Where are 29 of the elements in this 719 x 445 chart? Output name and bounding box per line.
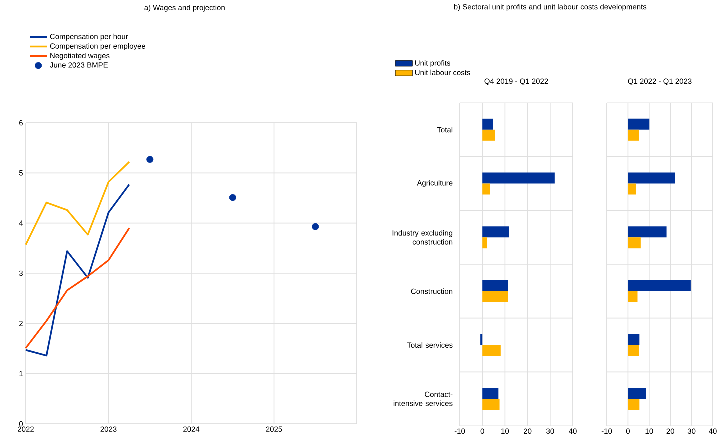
bar bbox=[628, 291, 638, 302]
bar bbox=[628, 172, 676, 184]
bar bbox=[482, 118, 494, 130]
bar bbox=[482, 130, 496, 141]
bar bbox=[482, 280, 508, 292]
bar bbox=[482, 172, 555, 184]
point bbox=[312, 223, 320, 230]
bar bbox=[482, 345, 501, 356]
bar bbox=[628, 280, 691, 292]
bar bbox=[482, 238, 488, 249]
bar bbox=[628, 226, 667, 238]
bar bbox=[628, 399, 640, 410]
bar bbox=[628, 345, 640, 356]
bar bbox=[482, 399, 500, 410]
point bbox=[146, 156, 154, 164]
bar bbox=[482, 184, 490, 195]
bar bbox=[628, 334, 640, 346]
line-series bbox=[25, 161, 130, 246]
bar bbox=[628, 184, 636, 195]
bar bbox=[628, 388, 646, 400]
bar bbox=[482, 226, 510, 238]
bar bbox=[482, 388, 499, 400]
bar bbox=[628, 118, 650, 130]
bar bbox=[628, 238, 641, 249]
bar bbox=[628, 130, 640, 141]
line-series bbox=[25, 184, 130, 357]
point bbox=[229, 194, 236, 202]
bar bbox=[482, 291, 508, 302]
line-series bbox=[25, 228, 130, 350]
